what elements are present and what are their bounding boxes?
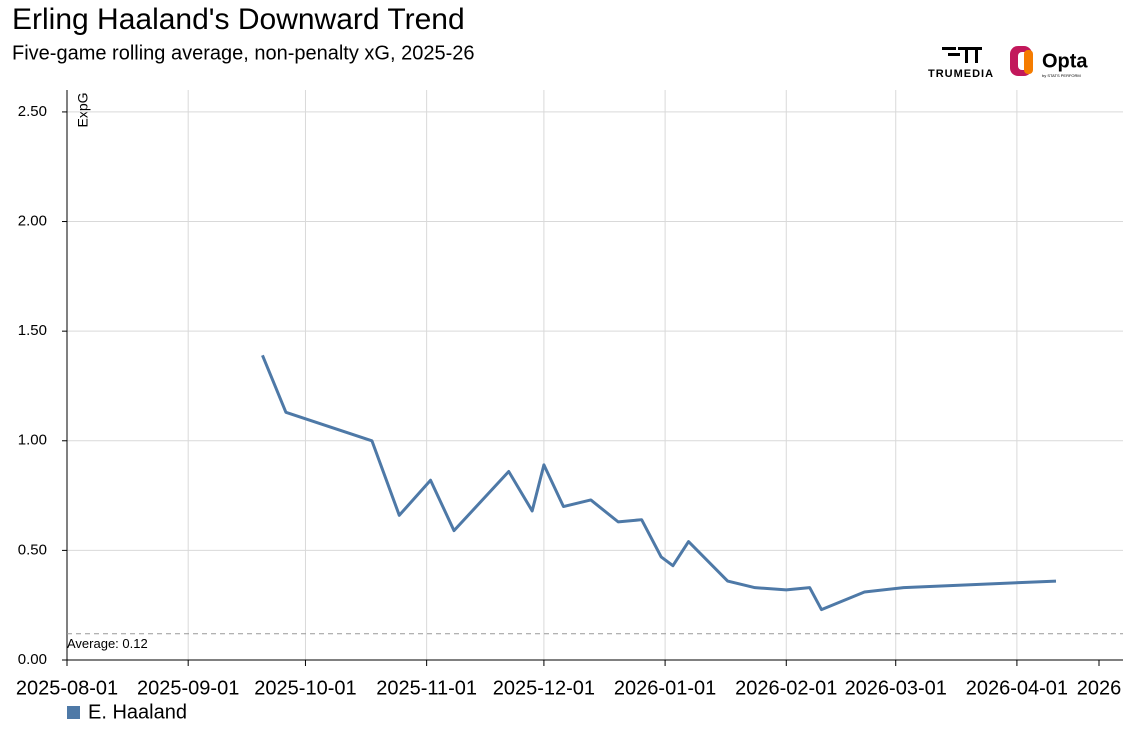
- average-label: Average: 0.12: [67, 636, 148, 651]
- y-tick-label: 1.00: [18, 432, 47, 449]
- legend-swatch: [67, 706, 80, 719]
- logo-text: by STATS PERFORM: [1042, 73, 1081, 78]
- legend-label: E. Haaland: [88, 701, 187, 723]
- logo-text: Opta: [1042, 50, 1088, 72]
- x-tick-label: 2025-12-01: [493, 677, 595, 699]
- x-tick-label: 2026: [1077, 677, 1122, 699]
- trumedia-logo: TRUMEDIA: [928, 47, 994, 80]
- x-tick-label: 2025-11-01: [376, 677, 477, 699]
- x-tick-label: 2026-02-01: [735, 677, 837, 699]
- x-tick-label: 2025-09-01: [137, 677, 239, 699]
- y-tick-label: 0.00: [18, 651, 47, 668]
- chart-title: Erling Haaland's Downward Trend: [12, 3, 465, 36]
- chart-subtitle: Five-game rolling average, non-penalty x…: [12, 42, 474, 64]
- y-axis-label: ExpG: [75, 92, 91, 127]
- x-tick-label: 2026-03-01: [845, 677, 947, 699]
- y-tick-label: 2.50: [18, 103, 47, 120]
- series-line: [261, 354, 1057, 612]
- y-tick-label: 1.50: [18, 322, 47, 339]
- x-tick-label: 2026-01-01: [614, 677, 716, 699]
- x-tick-label: 2025-08-01: [16, 677, 118, 699]
- x-tick-label: 2025-10-01: [254, 677, 356, 699]
- opta-logo: Opta by STATS PERFORM: [1010, 46, 1088, 78]
- x-tick-label: 2026-04-01: [966, 677, 1068, 699]
- y-tick-label: 0.50: [18, 541, 47, 558]
- logo-text: TRUMEDIA: [928, 68, 994, 80]
- y-tick-label: 2.00: [18, 213, 47, 230]
